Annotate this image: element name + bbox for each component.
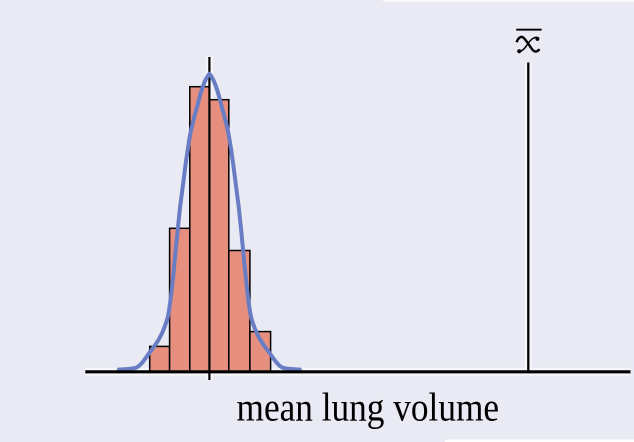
svg-text:mean lung volume: mean lung volume xyxy=(237,385,500,430)
